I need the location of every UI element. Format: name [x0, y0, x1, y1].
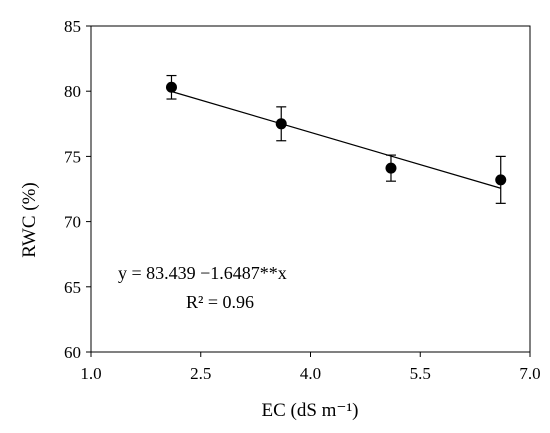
x-axis-label: EC (dS m⁻¹): [261, 400, 358, 421]
r-squared-annotation: R² = 0.96: [186, 292, 254, 312]
data-point: [385, 162, 397, 174]
plot-area: 60 65 70 75 80 85 1.0 2.5 4.0 5.5 7.0: [64, 17, 541, 383]
y-tick-label: 70: [64, 213, 81, 232]
y-tick-label: 80: [64, 82, 81, 101]
data-point: [165, 81, 177, 93]
x-tick-label: 5.5: [410, 364, 431, 383]
y-axis-label: RWC (%): [19, 182, 40, 257]
plot-frame: [90, 25, 531, 353]
equation-annotation: y = 83.439 −1.6487**x: [118, 263, 287, 283]
trendline: [171, 90, 501, 189]
y-tick-label: 60: [64, 343, 81, 362]
y-tick-label: 75: [64, 147, 81, 166]
x-tick-label: 2.5: [190, 364, 211, 383]
x-tick-label: 1.0: [80, 364, 101, 383]
y-tick-label: 65: [64, 278, 81, 297]
x-tick-label: 4.0: [300, 364, 321, 383]
x-tick-label: 7.0: [519, 364, 540, 383]
data-point: [495, 174, 507, 186]
data-point: [275, 118, 287, 130]
y-tick-label: 85: [64, 17, 81, 36]
